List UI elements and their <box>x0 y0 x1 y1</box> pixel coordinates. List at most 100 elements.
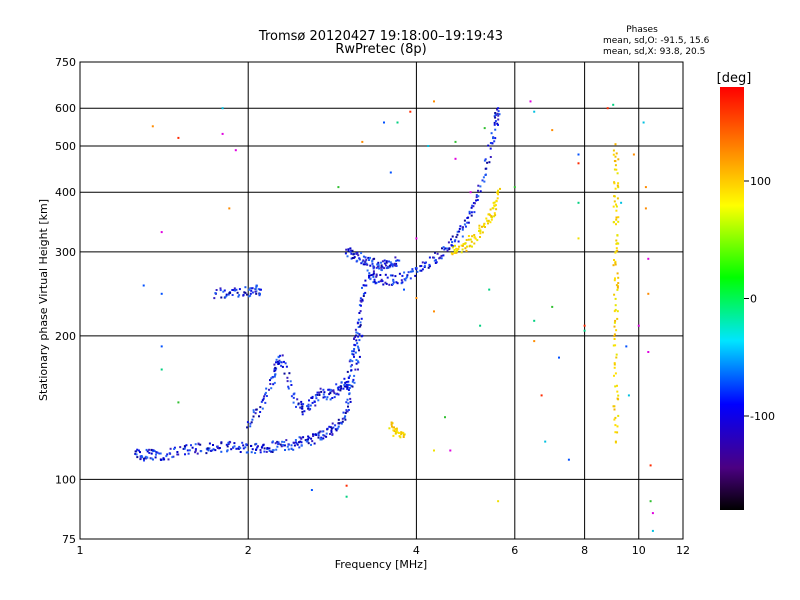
data-point <box>150 457 153 460</box>
data-point <box>494 120 497 123</box>
data-point <box>463 242 466 245</box>
data-point <box>308 436 311 439</box>
data-point <box>399 436 402 439</box>
data-point <box>614 308 617 311</box>
data-point <box>359 325 362 328</box>
data-point <box>449 449 452 452</box>
data-point <box>464 247 467 250</box>
data-point <box>184 453 186 456</box>
data-point <box>342 411 345 414</box>
data-point <box>355 359 358 361</box>
data-point <box>359 297 362 300</box>
data-point <box>225 293 228 296</box>
data-point <box>358 333 361 336</box>
data-point <box>490 132 493 135</box>
data-point <box>492 201 495 204</box>
data-point <box>361 334 364 337</box>
data-point <box>455 247 458 250</box>
data-point <box>333 396 336 399</box>
data-point <box>484 158 487 161</box>
data-point <box>481 231 484 234</box>
data-point <box>351 257 354 259</box>
y-tick-label: 200 <box>55 330 76 343</box>
data-point <box>344 412 347 414</box>
data-point <box>280 445 283 448</box>
data-point <box>280 364 283 367</box>
data-point <box>468 245 471 248</box>
data-point <box>544 440 547 443</box>
data-point <box>489 147 492 150</box>
data-point <box>311 401 314 404</box>
data-point <box>453 240 456 243</box>
data-point <box>313 433 316 436</box>
data-point <box>171 456 174 459</box>
data-point <box>364 256 367 259</box>
data-point <box>497 110 500 113</box>
data-point <box>357 335 360 338</box>
data-point <box>259 449 262 451</box>
data-point <box>218 447 221 449</box>
data-point <box>476 199 479 201</box>
data-point <box>287 387 290 390</box>
data-point <box>344 415 347 418</box>
data-point <box>303 410 306 413</box>
data-point <box>347 383 350 386</box>
data-point <box>362 255 365 258</box>
data-point <box>139 457 142 460</box>
data-point <box>233 445 236 448</box>
data-point <box>239 451 242 453</box>
data-point <box>486 161 489 164</box>
data-point <box>415 237 418 240</box>
data-point <box>292 396 295 399</box>
data-point <box>284 362 287 365</box>
data-point <box>315 397 318 400</box>
data-point <box>302 403 305 406</box>
data-point <box>346 398 349 401</box>
data-point <box>475 199 478 202</box>
data-point <box>166 453 169 456</box>
data-point <box>307 405 310 408</box>
data-point <box>346 387 349 390</box>
data-point <box>368 276 370 279</box>
data-point <box>141 456 144 459</box>
data-point <box>481 225 483 228</box>
data-point <box>551 305 554 308</box>
data-point <box>614 319 617 322</box>
data-point <box>150 448 153 451</box>
data-point <box>452 245 455 248</box>
data-point <box>380 261 382 264</box>
data-point <box>614 155 617 158</box>
data-point <box>321 430 324 433</box>
data-point <box>612 103 615 106</box>
data-point <box>348 374 351 377</box>
data-point <box>497 118 500 121</box>
data-point <box>255 284 258 287</box>
data-point <box>467 216 470 219</box>
data-point <box>255 285 258 288</box>
data-point <box>483 127 486 130</box>
data-point <box>484 226 486 228</box>
data-point <box>326 427 329 430</box>
data-point <box>311 395 314 398</box>
data-point <box>479 324 482 327</box>
data-point <box>224 296 227 299</box>
data-point <box>490 215 493 218</box>
data-point <box>188 449 191 452</box>
data-point <box>255 448 257 451</box>
data-point <box>242 293 245 296</box>
data-point <box>359 299 362 302</box>
data-point <box>260 400 263 403</box>
data-point <box>463 219 466 222</box>
data-point <box>615 284 618 287</box>
data-point <box>238 288 241 291</box>
data-point <box>358 355 361 358</box>
data-point <box>360 262 363 265</box>
data-point <box>265 395 268 397</box>
data-point <box>383 259 386 262</box>
data-point <box>263 447 266 450</box>
data-point <box>268 388 270 391</box>
data-point <box>210 449 213 452</box>
data-point <box>372 273 375 276</box>
chart-subtitle: RwPretec (8p) <box>335 42 426 57</box>
data-point <box>375 273 378 276</box>
